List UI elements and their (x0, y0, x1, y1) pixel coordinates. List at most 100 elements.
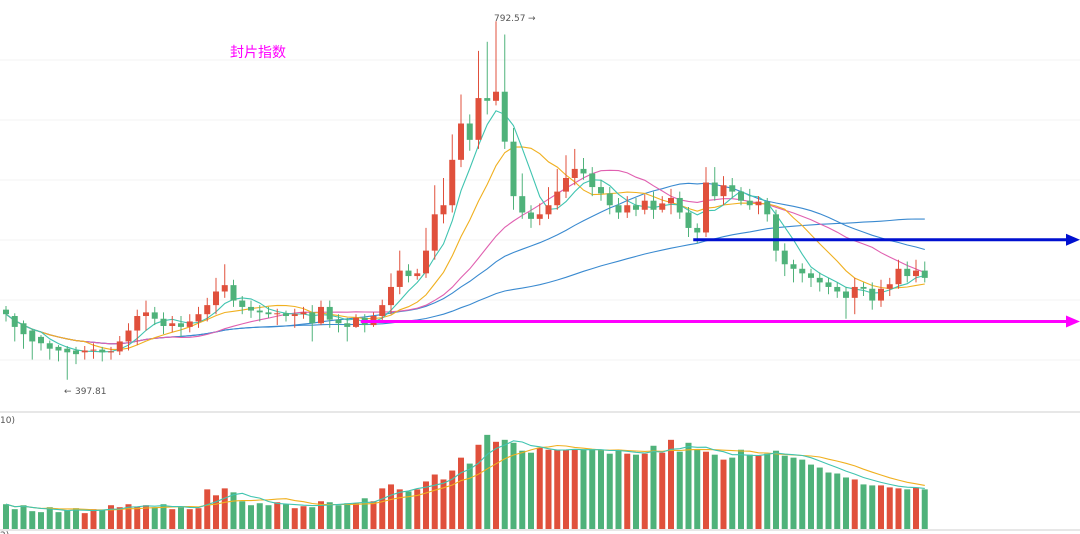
candle-body (169, 323, 176, 326)
volume-bar (615, 449, 622, 529)
min-price-label: 397.81 (75, 387, 107, 397)
volume-bar (589, 449, 596, 529)
volume-bar (886, 487, 893, 529)
candle-body (388, 286, 394, 306)
volume-bar (55, 512, 62, 529)
candle-body (396, 270, 403, 287)
candle-body (816, 277, 823, 283)
volume-bar (729, 457, 736, 529)
candle-body (484, 98, 491, 101)
ma10-line (5, 146, 925, 350)
candle-body (405, 270, 412, 277)
candle-body (790, 264, 797, 269)
volume-bar (46, 507, 53, 529)
candle-body (186, 321, 193, 327)
candle-body (746, 200, 753, 206)
volume-bar (659, 452, 666, 529)
candle-body (160, 318, 167, 326)
candle-body (738, 191, 744, 201)
candle-body (886, 284, 893, 289)
volume-bar (230, 492, 237, 529)
candle-body (720, 185, 727, 197)
support-line-arrowhead (1066, 233, 1080, 246)
volume-bar (134, 507, 141, 529)
volume-bar (370, 501, 377, 529)
volume-bar (256, 503, 263, 529)
candle-body (230, 285, 237, 301)
volume-bar (326, 502, 333, 529)
volume-bar (169, 509, 176, 529)
candle-body (676, 197, 683, 213)
candle-body (589, 173, 596, 188)
ma60-line (5, 218, 925, 345)
volume-bar (178, 507, 184, 529)
candle-body (81, 350, 88, 353)
volume-bar (641, 453, 648, 529)
candle-body (265, 312, 272, 315)
candle-body (274, 313, 281, 315)
volume-bar (379, 488, 386, 529)
candle-body (414, 273, 421, 277)
candle-body (99, 349, 106, 353)
volume-bar (344, 503, 351, 529)
candle-body (755, 201, 762, 206)
candle-body (221, 285, 228, 292)
volume-bar (519, 450, 526, 529)
candle-body (3, 309, 9, 315)
volume-bar (99, 510, 106, 529)
volume-bar (396, 489, 403, 529)
candle-body (781, 250, 788, 265)
candle-body (195, 314, 202, 322)
candle-body (125, 330, 132, 342)
ma5-line (5, 110, 925, 353)
volume-bar (125, 504, 132, 529)
candle-body (90, 349, 97, 351)
candle-body (379, 305, 386, 317)
moving-average-lines (5, 110, 926, 353)
volume-bar (606, 453, 613, 529)
volume-bar (685, 442, 692, 529)
volume-bar (274, 502, 281, 529)
volume-bar (869, 485, 876, 529)
volume-bar (536, 447, 543, 529)
volume-bar (440, 479, 447, 529)
volume-bar (720, 459, 727, 529)
candle-body (300, 312, 307, 315)
candle-body (921, 270, 928, 278)
volume-bar (318, 501, 324, 529)
volume-bar (300, 506, 307, 529)
candle-body (326, 306, 333, 320)
volume-bar (790, 457, 797, 529)
min-arrow: ← (64, 387, 72, 397)
candle-body (213, 291, 219, 306)
candle-body (904, 268, 911, 277)
volume-bar (186, 509, 193, 529)
candle-body (615, 205, 622, 213)
volume-bar (528, 452, 534, 529)
volume-bar (694, 449, 701, 529)
volume-bar (904, 489, 911, 529)
candle-body (344, 323, 351, 327)
candle-body (729, 185, 736, 192)
candle-body (878, 288, 884, 301)
volume-bar (484, 434, 491, 529)
candle-body (335, 319, 342, 324)
volume-bars (3, 434, 928, 529)
volume-bar (64, 510, 71, 529)
volume-bar (580, 449, 587, 529)
candle-body (545, 205, 552, 215)
volume-bar (746, 454, 753, 529)
volume-bar (825, 472, 832, 529)
volume-bar (248, 505, 254, 529)
volume-bar (449, 470, 456, 529)
candle-body (685, 212, 692, 228)
volume-bar (81, 513, 88, 529)
volume-bar (563, 449, 569, 529)
volume-bar (309, 507, 316, 529)
volume-bar (353, 503, 359, 529)
candle-body (466, 123, 473, 140)
volume-bar (195, 508, 202, 529)
support-line-arrowhead (1066, 315, 1080, 328)
volume-bar (20, 505, 27, 529)
candle-body (510, 141, 517, 197)
